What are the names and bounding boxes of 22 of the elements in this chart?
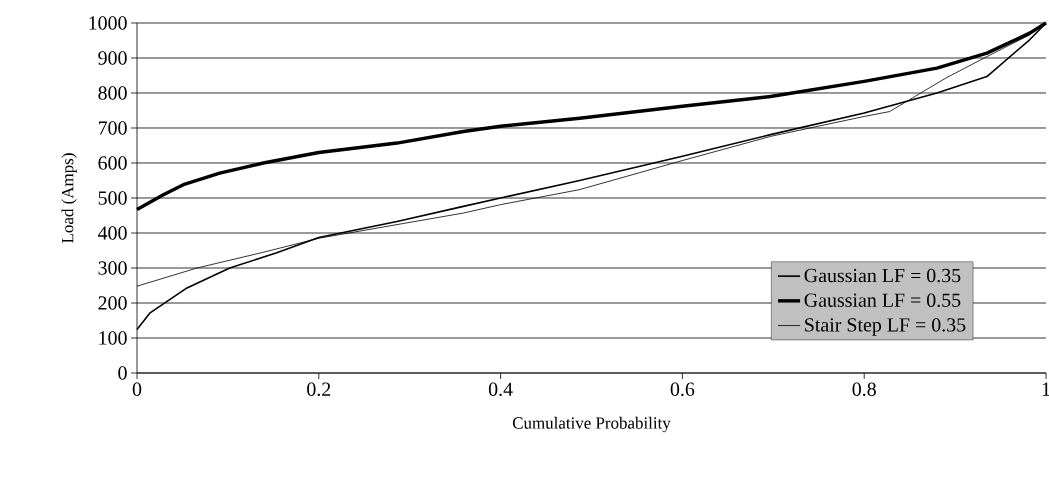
x-tick-label: 0: [132, 382, 142, 396]
x-tick-label: 1: [1042, 382, 1049, 396]
y-tick-label: 0: [118, 366, 127, 380]
x-tick-label: 0.2: [307, 382, 331, 397]
y-tick-label: 900: [98, 51, 127, 65]
x-tick-label: 0.4: [488, 382, 513, 397]
y-tick-label: 400: [98, 226, 127, 240]
y-tick-label: 300: [98, 261, 127, 275]
x-tick-label: 0.6: [670, 382, 695, 397]
legend-label: Gaussian LF = 0.35: [804, 268, 961, 283]
y-tick-label: 700: [98, 121, 127, 135]
y-tick-label: 1000: [89, 16, 127, 30]
y-axis-title: Load (Amps): [61, 153, 77, 243]
y-tick-label: 600: [98, 156, 127, 170]
legend-label: Stair Step LF = 0.35: [805, 318, 966, 336]
y-tick-label: 100: [99, 331, 127, 345]
y-tick-label: 500: [98, 191, 127, 205]
x-tick-label: 0.8: [852, 382, 876, 397]
y-tick-label: 200: [98, 296, 127, 310]
y-tick-label: 800: [98, 86, 127, 100]
x-axis-title: Cumulative Probability: [512, 416, 671, 433]
legend-label: Gaussian LF = 0.55: [804, 293, 961, 308]
